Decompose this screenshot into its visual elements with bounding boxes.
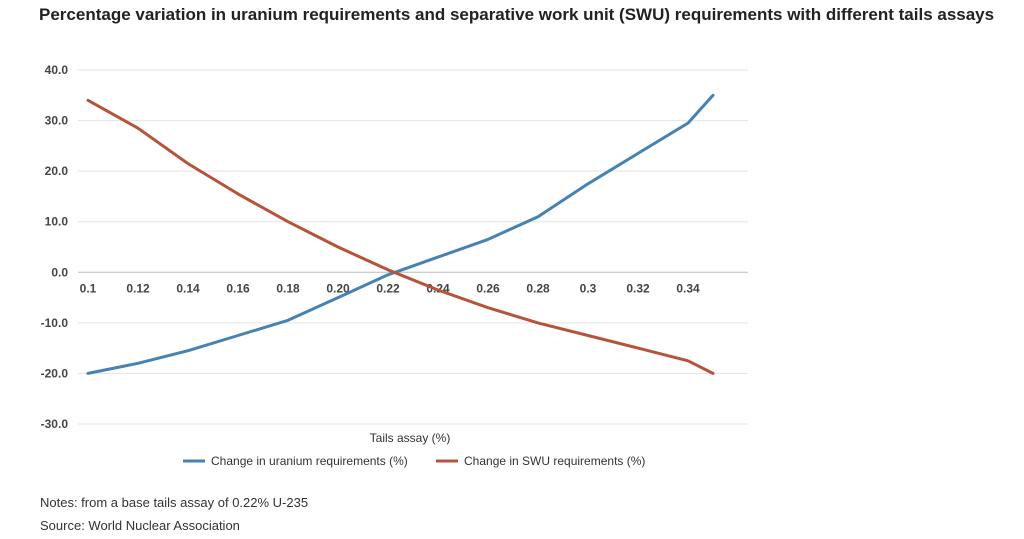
x-tick-label: 0.32: [626, 281, 650, 295]
x-tick-label: 0.18: [276, 281, 300, 295]
y-tick-label: 10.0: [45, 215, 69, 229]
x-axis-ticks: 0.1 0.12 0.14 0.16 0.18 0.20 0.22 0.24 0.26 0.28 0…: [80, 281, 700, 295]
source-text: Source: World Nuclear Association: [40, 518, 240, 533]
y-tick-label: 40.0: [45, 63, 69, 77]
x-tick-label: 0.20: [326, 281, 350, 295]
y-tick-label: 20.0: [45, 164, 69, 178]
x-tick-label: 0.34: [676, 281, 700, 295]
x-tick-label: 0.12: [126, 281, 150, 295]
series-line-1: [86, 93, 715, 375]
legend: Change in uranium requirements (%) Change…: [183, 454, 645, 468]
x-tick-label: 0.26: [476, 281, 500, 295]
x-tick-label: 0.28: [526, 281, 550, 295]
chart-title: Percentage variation in uranium requirem…: [39, 5, 995, 24]
y-tick-label: 30.0: [45, 114, 69, 128]
y-tick-label: -20.0: [41, 366, 69, 380]
y-axis-ticks: 40.0 30.0 20.0 10.0 0.0 -10.0 -20.0 -30.0: [41, 63, 69, 431]
x-tick-label: 0.22: [376, 281, 400, 295]
x-tick-label: 0.14: [176, 281, 200, 295]
legend-label: Change in SWU requirements (%): [464, 454, 645, 468]
gridlines: [78, 69, 748, 425]
x-axis-title: Tails assay (%): [370, 431, 451, 445]
series-lines: [86, 93, 715, 375]
series-line-2: [86, 98, 715, 375]
line-chart: 40.0 30.0 20.0 10.0 0.0 -10.0 -20.0 -30.0 0.1 0.…: [41, 63, 748, 468]
x-tick-label: 0.16: [226, 281, 250, 295]
y-tick-label: 0.0: [51, 265, 68, 279]
legend-label: Change in uranium requirements (%): [211, 454, 408, 468]
y-tick-label: -10.0: [41, 316, 69, 330]
notes-text: Notes: from a base tails assay of 0.22% …: [40, 495, 309, 510]
y-tick-label: -30.0: [41, 417, 69, 431]
x-tick-label: 0.3: [580, 281, 597, 295]
x-tick-label: 0.1: [80, 281, 97, 295]
